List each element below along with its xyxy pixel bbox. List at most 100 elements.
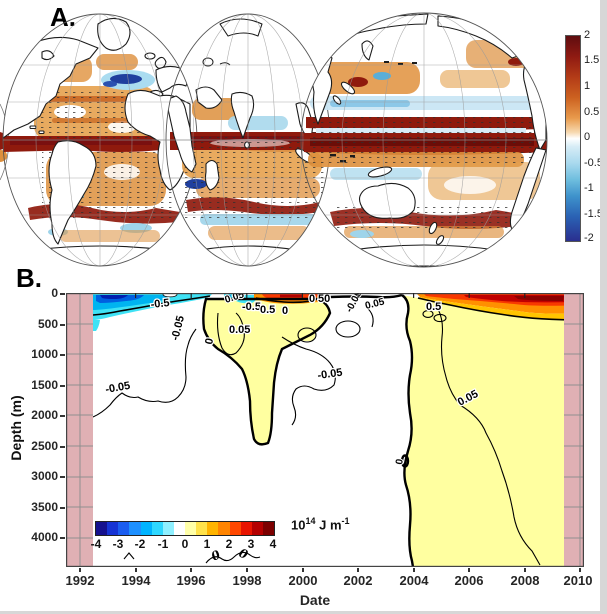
y-tickmark <box>60 385 65 387</box>
y-tickmark <box>60 446 65 448</box>
y-tick-1000: 1000 <box>31 347 58 361</box>
x-tickmark <box>302 568 304 572</box>
lobe-atlantic <box>3 14 197 266</box>
cbB-tick-0: 0 <box>181 537 189 551</box>
cbA-tick-m2: -2 <box>584 232 594 244</box>
cbB-cell <box>196 522 208 535</box>
panel-a-map <box>0 12 548 268</box>
cbA-tick-0_5: 0.5 <box>584 106 600 118</box>
svg-text:0: 0 <box>394 458 406 466</box>
cbB-cell <box>185 522 197 535</box>
y-tickmark <box>60 324 65 326</box>
y-tick-3000: 3000 <box>31 469 58 483</box>
x-tickmark <box>246 568 248 572</box>
colorbar-unit-label: 1014 J m-1 <box>291 516 350 533</box>
svg-text:50: 50 <box>318 293 330 305</box>
cbA-tick-0: 0 <box>584 131 591 143</box>
cbB-tick-2: 2 <box>225 537 233 551</box>
x-tickmark <box>579 568 581 572</box>
cbB-cell <box>151 522 163 535</box>
cbB-cell <box>240 522 252 535</box>
cbB-tick-m4: -4 <box>90 537 102 551</box>
cbB-cell <box>207 522 219 535</box>
cbB-cell <box>96 522 108 535</box>
cbB-cell <box>129 522 141 535</box>
cbB-cell <box>140 522 152 535</box>
x-tickmark <box>190 568 192 572</box>
y-tick-2000: 2000 <box>31 408 58 422</box>
x-tickmark <box>524 568 526 572</box>
x-tickmark <box>413 568 415 572</box>
y-tickmark <box>60 507 65 509</box>
cbB-cell <box>218 522 230 535</box>
y-tick-2500: 2500 <box>31 439 58 453</box>
cbB-cell <box>251 522 263 535</box>
y-tickmark <box>60 293 65 295</box>
svg-text:-0.05: -0.05 <box>104 380 131 396</box>
cbB-cell <box>118 522 130 535</box>
cbB-tick-m2: -2 <box>134 537 146 551</box>
cbA-tick-1_5: 1.5 <box>584 54 600 66</box>
y-tickmark <box>60 354 65 356</box>
x-tick-2008: 2008 <box>510 573 540 588</box>
x-tickmark <box>79 568 81 572</box>
svg-text:-0.5: -0.5 <box>150 297 170 311</box>
panel-b-label: B. <box>16 263 42 293</box>
cbB-tick-m3: -3 <box>112 537 124 551</box>
cbB-tick-1: 1 <box>203 537 211 551</box>
cbB-cell <box>262 522 274 535</box>
lobe-indian <box>166 14 330 266</box>
svg-text:0.05: 0.05 <box>229 324 250 336</box>
y-tick-4000: 4000 <box>31 530 58 544</box>
cbB-cell <box>162 522 174 535</box>
y-tick-0: 0 <box>51 286 58 300</box>
plot-frame <box>66 293 584 567</box>
cbB-cell <box>229 522 241 535</box>
svg-text:0.5: 0.5 <box>260 304 275 316</box>
y-tick-500: 500 <box>37 317 58 331</box>
panel-b-colorbar <box>95 521 275 536</box>
x-tickmark <box>468 568 470 572</box>
cbA-tick-m0_5: -0.5 <box>584 157 603 169</box>
x-tick-1994: 1994 <box>121 573 151 588</box>
x-tickmark <box>135 568 137 572</box>
warm-band-2004 <box>416 293 584 320</box>
window-right-edge <box>600 0 607 614</box>
y-tickmark <box>60 537 65 539</box>
x-tick-2010: 2010 <box>563 573 593 588</box>
zero-contours <box>202 293 415 567</box>
cbB-cell <box>107 522 119 535</box>
x-tick-2000: 2000 <box>288 573 318 588</box>
y-tick-3500: 3500 <box>31 500 58 514</box>
x-tick-2004: 2004 <box>399 573 429 588</box>
x-tick-1992: 1992 <box>65 573 95 588</box>
x-tick-2006: 2006 <box>454 573 484 588</box>
cbB-tick-3: 3 <box>247 537 255 551</box>
x-axis-title: Date <box>299 592 331 608</box>
svg-text:0: 0 <box>203 337 216 345</box>
cbA-tick-m1: -1 <box>584 182 594 194</box>
svg-text:0: 0 <box>309 293 315 305</box>
x-tickmark <box>357 568 359 572</box>
panel-b-plot: -0.5 0.05 -0.5 0.5 0 0 50 -0.05 0.05 0.5… <box>66 293 584 567</box>
cbA-tick-2: 2 <box>584 29 591 41</box>
cbA-tick-1: 1 <box>584 80 591 92</box>
y-tickmark <box>60 476 65 478</box>
cbB-tick-4: 4 <box>269 537 277 551</box>
masked-bands <box>66 293 584 567</box>
cbB-tick-m1: -1 <box>157 537 169 551</box>
svg-text:0: 0 <box>282 305 288 317</box>
cbA-tick-m1_5: -1.5 <box>584 208 603 220</box>
x-tick-1998: 1998 <box>232 573 262 588</box>
svg-text:0.5: 0.5 <box>426 301 441 313</box>
window-bottom-edge <box>0 611 607 614</box>
y-tickmark <box>60 415 65 417</box>
svg-text:-0.5: -0.5 <box>242 301 261 313</box>
x-tick-1996: 1996 <box>176 573 206 588</box>
thin-contours <box>92 306 541 566</box>
cbB-cell <box>173 522 185 535</box>
y-tick-1500: 1500 <box>31 378 58 392</box>
x-tick-2002: 2002 <box>343 573 373 588</box>
svg-text:-0.05: -0.05 <box>317 367 344 382</box>
